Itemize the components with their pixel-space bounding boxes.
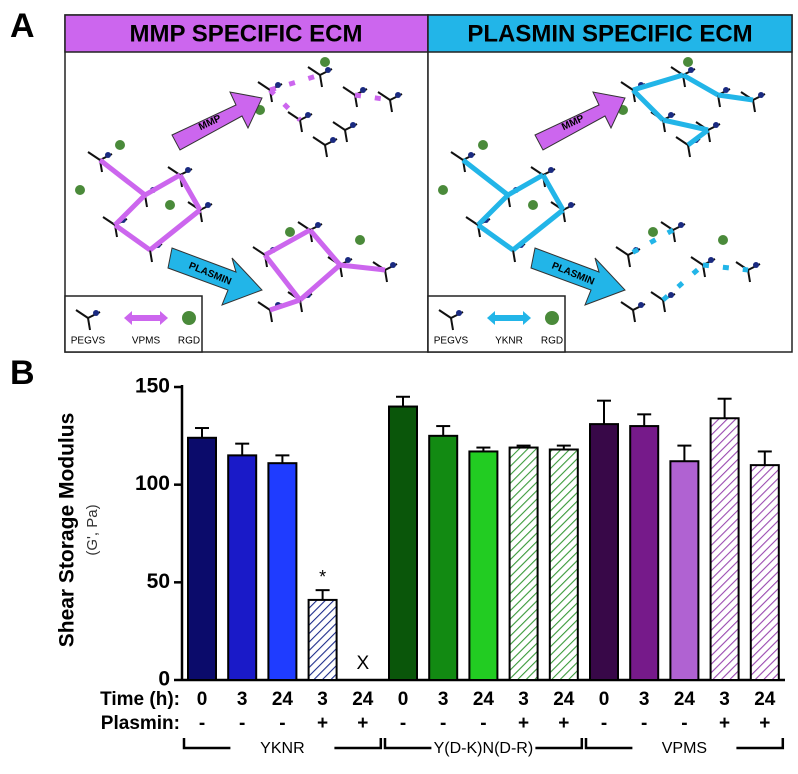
plasmin-label: +	[317, 713, 328, 734]
bar	[508, 446, 539, 682]
legend-label: PEGVS	[71, 336, 106, 347]
bar	[388, 405, 418, 681]
x-tick-label: 24	[754, 689, 776, 710]
annotation: *	[319, 567, 326, 587]
y-tick-label: 0	[158, 668, 170, 691]
y-tick-label: 150	[135, 375, 170, 398]
x-tick-label: 24	[553, 689, 575, 710]
group-label: Y(D-K)N(D-R)	[434, 740, 534, 757]
plasmin-label: -	[681, 713, 687, 734]
bar	[267, 462, 298, 681]
header-title: MMP SPECIFIC ECM	[130, 20, 363, 47]
plasmin-label: -	[601, 713, 607, 734]
bar-chart: B Shear Storage Modulus (G', Pa) 0 50 100 150 0…	[10, 354, 785, 758]
arrow	[171, 91, 263, 151]
y-axis-label: Shear Storage Modulus	[56, 413, 79, 648]
x-tick-label: 24	[674, 689, 696, 710]
x-tick-label: 3	[639, 689, 650, 710]
panel-label: B	[10, 354, 35, 392]
x-tick-label: 0	[398, 689, 409, 710]
plasmin-label: -	[239, 713, 245, 734]
annotation: X	[356, 653, 369, 674]
x-tick-label: 3	[317, 689, 328, 710]
bar	[548, 448, 579, 681]
x-tick-label: 3	[719, 689, 730, 710]
x-tick-label: 24	[352, 689, 374, 710]
plasmin-label: -	[440, 713, 446, 734]
legend-label: RGD	[541, 336, 563, 347]
panel-label: A	[10, 7, 35, 45]
row-label: Plasmin:	[101, 713, 180, 734]
x-tick-label: 3	[518, 689, 529, 710]
group-label: YKNR	[260, 740, 304, 757]
header-bar	[427, 14, 793, 53]
legend-label: RGD	[178, 336, 200, 347]
arrow	[167, 247, 263, 306]
arrow	[530, 247, 626, 306]
bar	[669, 460, 700, 681]
x-tick-label: 24	[272, 689, 294, 710]
header-bar	[64, 14, 429, 53]
legend-label: PEGVS	[434, 336, 469, 347]
y-tick-label: 50	[147, 570, 170, 593]
group-label: VPMS	[662, 740, 707, 757]
plasmin-label: +	[357, 713, 368, 734]
plasmin-label: +	[759, 713, 770, 734]
y-tick-label: 100	[135, 472, 170, 495]
x-tick-label: 24	[473, 689, 495, 710]
row-label: Time (h):	[100, 689, 180, 710]
bar	[307, 598, 338, 681]
plasmin-label: -	[279, 713, 285, 734]
header-title: PLASMIN SPECIFIC ECM	[467, 20, 752, 47]
bar	[749, 464, 780, 681]
legend-box	[427, 295, 566, 353]
bar	[709, 417, 740, 681]
plasmin-label: +	[719, 713, 730, 734]
bar	[227, 454, 258, 681]
bar	[629, 425, 660, 682]
legend-label: YKNR	[495, 336, 523, 347]
x-tick-label: 3	[438, 689, 449, 710]
legend-box	[64, 295, 203, 353]
x-tick-label: 0	[197, 689, 208, 710]
bar	[187, 436, 217, 681]
x-tick-label: 0	[599, 689, 610, 710]
x-tick-label: 3	[237, 689, 248, 710]
y-axis-sublabel: (G', Pa)	[84, 504, 101, 555]
bar	[428, 434, 459, 682]
plasmin-label: -	[199, 713, 205, 734]
legend-label: VPMS	[132, 336, 161, 347]
plasmin-label: +	[558, 713, 569, 734]
plasmin-label: -	[641, 713, 647, 734]
plasmin-label: -	[400, 713, 406, 734]
arrow	[534, 91, 626, 151]
bar	[468, 450, 499, 681]
plasmin-label: +	[518, 713, 529, 734]
bar	[589, 423, 619, 682]
plasmin-label: -	[480, 713, 486, 734]
